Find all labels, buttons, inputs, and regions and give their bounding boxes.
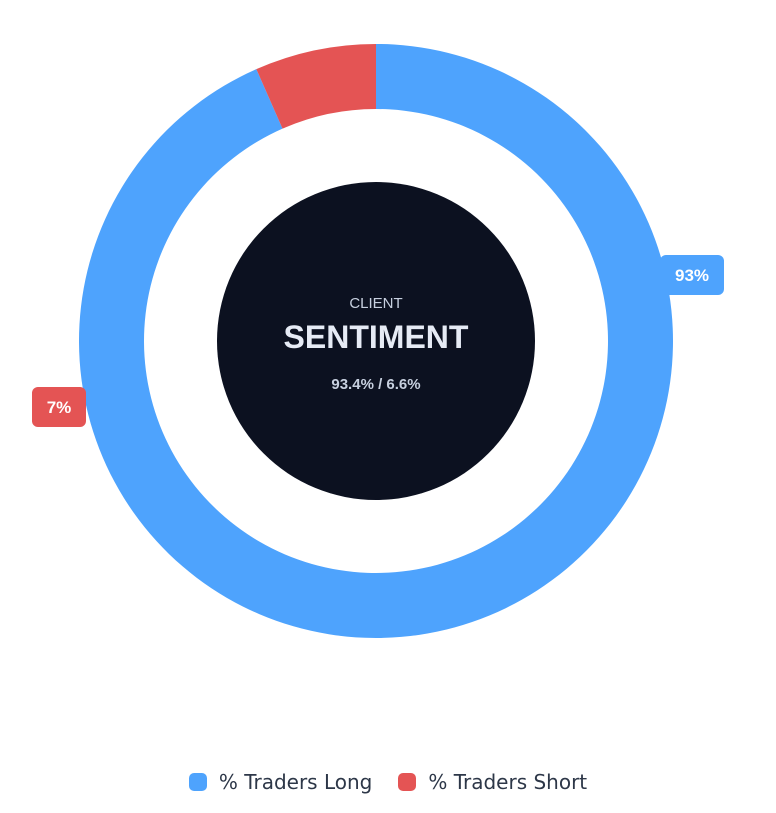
legend-label-long: % Traders Long	[218, 770, 373, 794]
legend-item-short[interactable]: % Traders Short	[398, 770, 587, 794]
data-labels: 93% 7%	[32, 255, 724, 427]
center-kicker: CLIENT	[349, 295, 402, 312]
center-disc	[217, 182, 535, 500]
long-percent-label: 93%	[675, 266, 709, 285]
short-slice[interactable]	[256, 44, 376, 129]
long-legend-swatch	[188, 773, 207, 791]
chart-legend: % Traders Long % Traders Short	[0, 770, 776, 794]
long-label-badge	[660, 255, 724, 295]
center-title: SENTIMENT	[284, 319, 469, 355]
legend-item-long[interactable]: % Traders Long	[188, 770, 373, 794]
short-legend-swatch	[398, 773, 417, 791]
short-label-badge	[32, 387, 86, 427]
short-percent-label: 7%	[47, 398, 72, 417]
center-subtitle: 93.4% / 6.6%	[331, 376, 420, 393]
donut-slices	[78, 44, 674, 638]
legend-label-short: % Traders Short	[428, 770, 588, 794]
